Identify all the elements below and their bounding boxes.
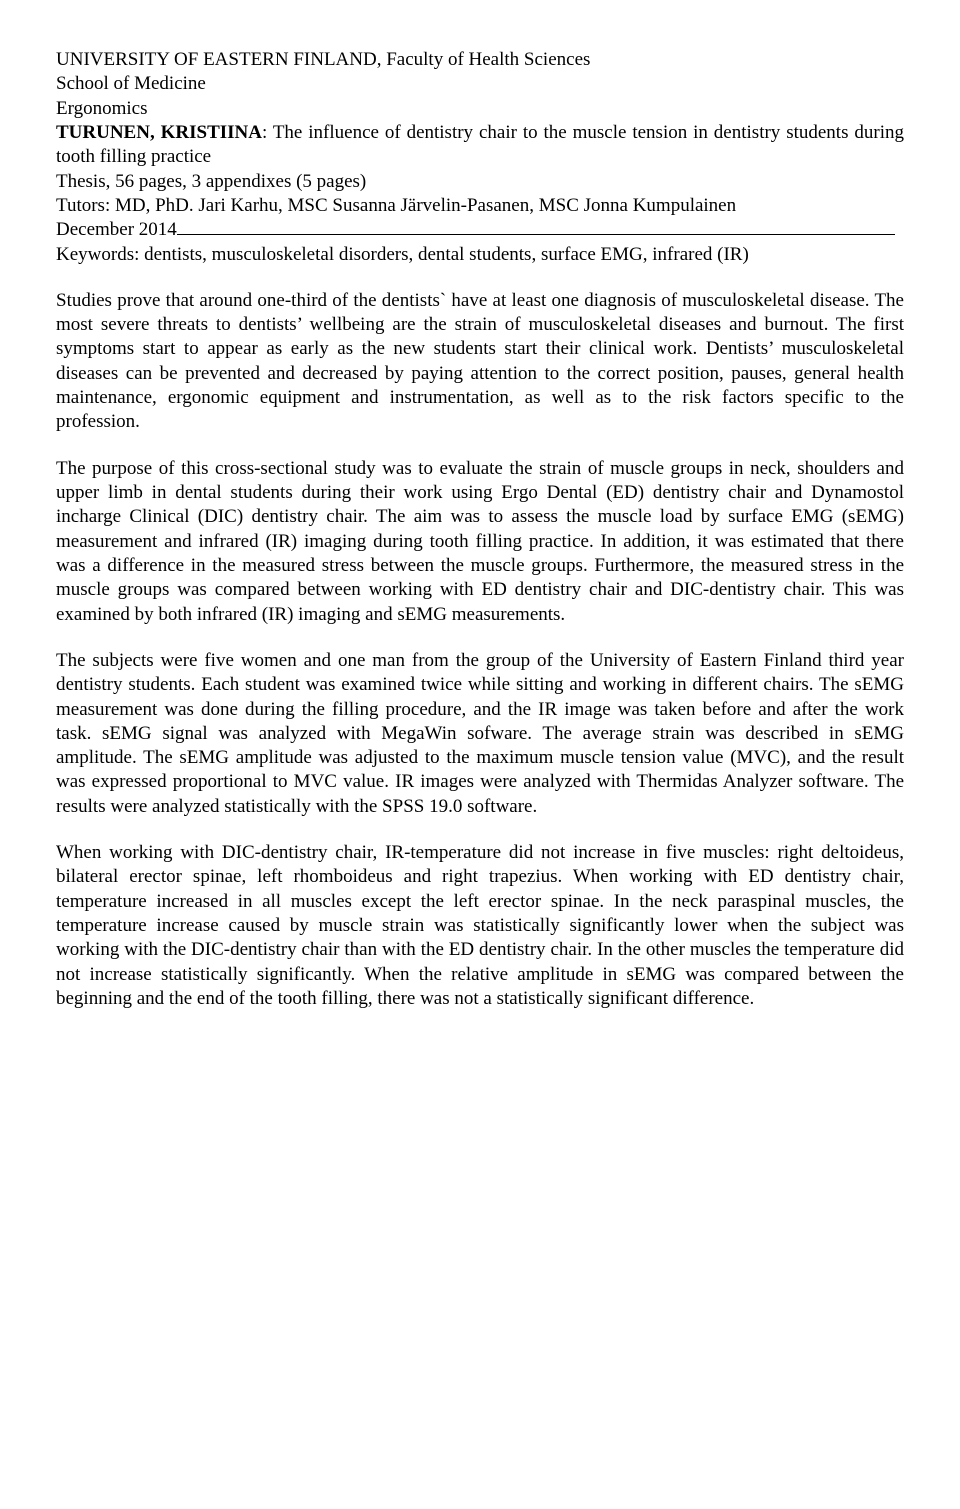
abstract-header: UNIVERSITY OF EASTERN FINLAND, Faculty o… — [56, 48, 904, 267]
department-line: Ergonomics — [56, 97, 904, 121]
author-title-line: TURUNEN, KRISTIINA: The influence of den… — [56, 121, 904, 170]
university-line: UNIVERSITY OF EASTERN FINLAND, Faculty o… — [56, 48, 904, 72]
author-name: TURUNEN, KRISTIINA — [56, 122, 262, 143]
abstract-paragraph-4: When working with DIC-dentistry chair, I… — [56, 841, 904, 1011]
tutors-line: Tutors: MD, PhD. Jari Karhu, MSC Susanna… — [56, 194, 904, 218]
school-line: School of Medicine — [56, 72, 904, 96]
abstract-paragraph-3: The subjects were five women and one man… — [56, 649, 904, 819]
thesis-meta-line: Thesis, 56 pages, 3 appendixes (5 pages) — [56, 170, 904, 194]
date-underline — [177, 234, 895, 235]
title-sep: : — [262, 122, 273, 143]
abstract-paragraph-1: Studies prove that around one-third of t… — [56, 289, 904, 435]
date-line: December 2014 — [56, 218, 904, 242]
abstract-paragraph-2: The purpose of this cross-sectional stud… — [56, 457, 904, 627]
date-text: December 2014 — [56, 219, 177, 240]
keywords-line: Keywords: dentists, musculoskeletal diso… — [56, 243, 904, 267]
